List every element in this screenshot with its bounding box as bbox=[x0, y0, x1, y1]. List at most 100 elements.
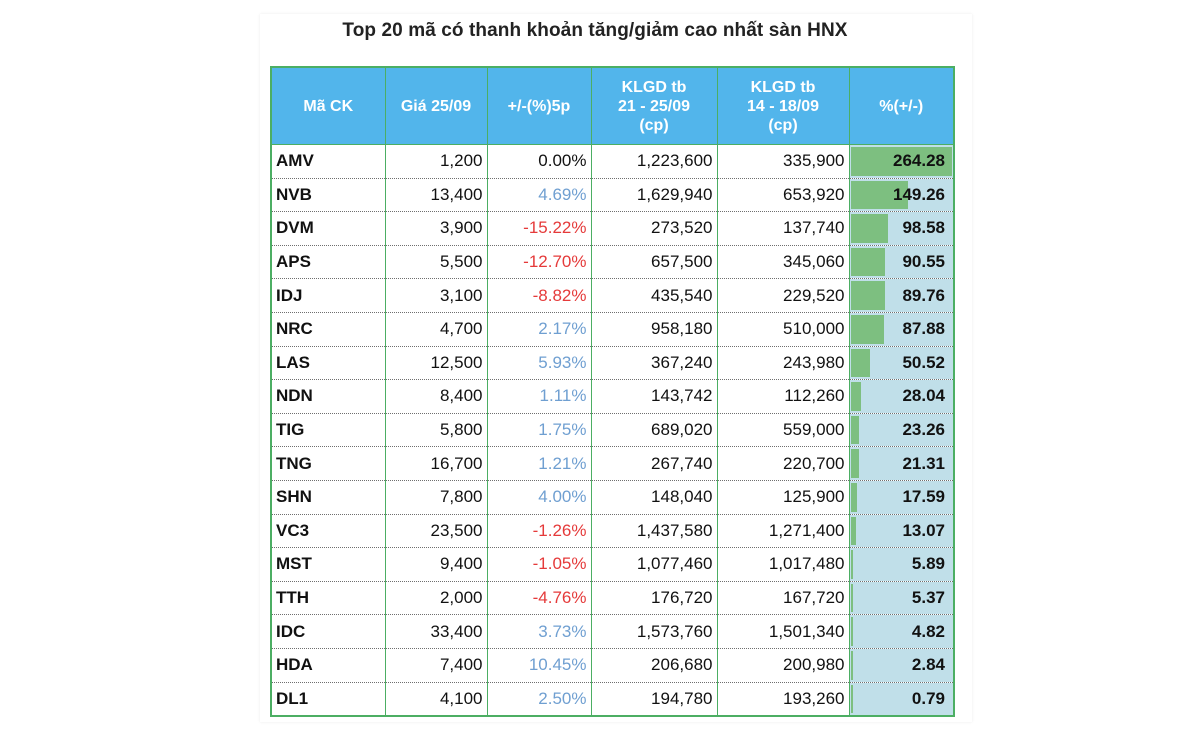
cell-vol-recent: 148,040 bbox=[590, 480, 718, 515]
pct-bar bbox=[850, 147, 952, 176]
header-vol-prev: KLGD tb 14 - 18/09 (cp) bbox=[716, 66, 850, 145]
cell-pct: 23.26 bbox=[848, 413, 955, 448]
cell-pct: 13.07 bbox=[848, 514, 955, 549]
cell-price: 4,100 bbox=[384, 682, 488, 717]
cell-pct: 50.52 bbox=[848, 346, 955, 381]
cell-vol-prev: 335,900 bbox=[716, 144, 850, 179]
pct-bar bbox=[850, 247, 886, 277]
pct-bar bbox=[850, 314, 885, 344]
table-row: NDN 8,400 1.11% 143,742 112,260 28.04 bbox=[270, 379, 955, 414]
cell-price: 33,400 bbox=[384, 614, 488, 649]
header-vol-prev-line2: 14 - 18/09 bbox=[746, 97, 820, 115]
cell-change: 2.17% bbox=[486, 312, 592, 347]
cell-change: 1.75% bbox=[486, 413, 592, 448]
cell-vol-prev: 1,017,480 bbox=[716, 547, 850, 582]
pct-bar bbox=[850, 516, 856, 546]
header-vol-recent-line1: KLGD tb bbox=[621, 78, 687, 96]
cell-symbol: TNG bbox=[270, 446, 386, 481]
cell-change: 3.73% bbox=[486, 614, 592, 649]
pct-value: 264.28 bbox=[893, 151, 945, 171]
cell-vol-prev: 229,520 bbox=[716, 278, 850, 313]
table-row: NVB 13,400 4.69% 1,629,940 653,920 149.26 bbox=[270, 178, 955, 213]
cell-vol-prev: 137,740 bbox=[716, 211, 850, 246]
cell-vol-prev: 653,920 bbox=[716, 178, 850, 213]
cell-change: 0.00% bbox=[486, 144, 592, 179]
cell-change: 1.11% bbox=[486, 379, 592, 414]
table-row: LAS 12,500 5.93% 367,240 243,980 50.52 bbox=[270, 346, 955, 381]
pct-bar bbox=[850, 415, 860, 445]
table-body: AMV 1,200 0.00% 1,223,600 335,900 264.28 NVB 13… bbox=[270, 144, 955, 717]
pct-bar bbox=[850, 348, 870, 378]
pct-value: 2.84 bbox=[911, 655, 945, 675]
cell-price: 7,800 bbox=[384, 480, 488, 515]
cell-symbol: NVB bbox=[270, 178, 386, 213]
cell-vol-recent: 367,240 bbox=[590, 346, 718, 381]
cell-change: -15.22% bbox=[486, 211, 592, 246]
pct-bar bbox=[850, 214, 889, 243]
pct-value: 87.88 bbox=[902, 319, 945, 339]
cell-vol-prev: 193,260 bbox=[716, 682, 850, 717]
cell-symbol: DVM bbox=[270, 211, 386, 246]
cell-symbol: VC3 bbox=[270, 514, 386, 549]
cell-symbol: TTH bbox=[270, 581, 386, 616]
cell-pct: 2.84 bbox=[848, 648, 955, 683]
cell-vol-recent: 1,629,940 bbox=[590, 178, 718, 213]
cell-price: 3,900 bbox=[384, 211, 488, 246]
cell-vol-recent: 435,540 bbox=[590, 278, 718, 313]
pct-value: 50.52 bbox=[902, 352, 945, 372]
cell-price: 8,400 bbox=[384, 379, 488, 414]
table-row: HDA 7,400 10.45% 206,680 200,980 2.84 bbox=[270, 648, 955, 683]
cell-symbol: AMV bbox=[270, 144, 386, 179]
cell-vol-prev: 243,980 bbox=[716, 346, 850, 381]
cell-price: 12,500 bbox=[384, 346, 488, 381]
cell-price: 7,400 bbox=[384, 648, 488, 683]
cell-symbol: IDC bbox=[270, 614, 386, 649]
pct-value: 23.26 bbox=[902, 420, 945, 440]
cell-symbol: HDA bbox=[270, 648, 386, 683]
table-title: Top 20 mã có thanh khoản tăng/giảm cao n… bbox=[342, 20, 848, 41]
cell-pct: 17.59 bbox=[848, 480, 955, 515]
header-vol-prev-line1: KLGD tb bbox=[750, 78, 816, 96]
cell-change: -1.05% bbox=[486, 547, 592, 582]
cell-vol-recent: 689,020 bbox=[590, 413, 718, 448]
cell-price: 2,000 bbox=[384, 581, 488, 616]
cell-vol-recent: 194,780 bbox=[590, 682, 718, 717]
pct-bar bbox=[850, 650, 853, 680]
cell-symbol: LAS bbox=[270, 346, 386, 381]
cell-change: 1.21% bbox=[486, 446, 592, 481]
cell-price: 5,500 bbox=[384, 245, 488, 280]
cell-price: 3,100 bbox=[384, 278, 488, 313]
header-vol-recent: KLGD tb 21 - 25/09 (cp) bbox=[590, 66, 718, 145]
pct-value: 0.79 bbox=[911, 688, 945, 708]
cell-vol-prev: 559,000 bbox=[716, 413, 850, 448]
cell-change: 2.50% bbox=[486, 682, 592, 717]
table-row: TIG 5,800 1.75% 689,020 559,000 23.26 bbox=[270, 413, 955, 448]
header-price: Giá 25/09 bbox=[384, 66, 488, 145]
cell-change: 10.45% bbox=[486, 648, 592, 683]
cell-change: 4.69% bbox=[486, 178, 592, 213]
pct-value: 5.37 bbox=[911, 588, 945, 608]
pct-value: 149.26 bbox=[893, 184, 945, 204]
cell-symbol: NDN bbox=[270, 379, 386, 414]
cell-vol-recent: 657,500 bbox=[590, 245, 718, 280]
cell-pct: 89.76 bbox=[848, 278, 955, 313]
header-change: +/-(%)5p bbox=[486, 66, 592, 145]
cell-vol-prev: 125,900 bbox=[716, 480, 850, 515]
cell-vol-prev: 345,060 bbox=[716, 245, 850, 280]
table-row: SHN 7,800 4.00% 148,040 125,900 17.59 bbox=[270, 480, 955, 515]
cell-price: 4,700 bbox=[384, 312, 488, 347]
cell-symbol: APS bbox=[270, 245, 386, 280]
cell-change: 5.93% bbox=[486, 346, 592, 381]
cell-vol-recent: 958,180 bbox=[590, 312, 718, 347]
cell-pct: 28.04 bbox=[848, 379, 955, 414]
header-symbol: Mã CK bbox=[270, 66, 386, 145]
cell-vol-prev: 510,000 bbox=[716, 312, 850, 347]
pct-bar bbox=[850, 617, 853, 646]
pct-value: 13.07 bbox=[902, 520, 945, 540]
pct-bar bbox=[850, 684, 853, 714]
pct-value: 28.04 bbox=[902, 386, 945, 406]
pct-bar bbox=[850, 180, 908, 210]
cell-change: -1.26% bbox=[486, 514, 592, 549]
pct-bar bbox=[850, 449, 859, 478]
cell-symbol: DL1 bbox=[270, 682, 386, 717]
